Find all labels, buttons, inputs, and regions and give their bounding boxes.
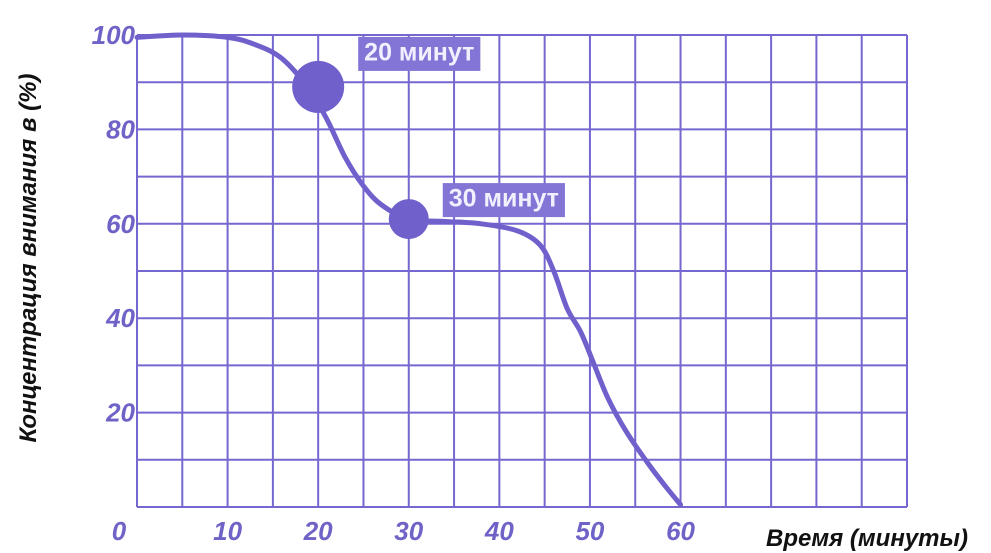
x-tick-label: 40 (484, 516, 514, 546)
y-axis-label: Концентрация внимания в (%) (15, 74, 42, 443)
x-tick-label: 60 (666, 516, 695, 546)
annotation-box (358, 36, 481, 71)
x-tick-label: 0 (112, 516, 127, 546)
annotation-text: 30 минут (449, 185, 559, 213)
y-tick-label: 60 (106, 209, 135, 239)
x-tick-label: 10 (213, 516, 242, 546)
y-tick-label: 40 (105, 303, 135, 333)
annotation-box (442, 183, 565, 218)
marker-layer: 20 минут 30 минут (292, 36, 565, 240)
data-point-marker (292, 60, 345, 113)
y-tick-label: 80 (106, 114, 135, 144)
x-tick-label: 50 (575, 516, 604, 546)
series-layer (134, 32, 684, 508)
tick-labels: 0 10 20 30 40 50 60 20 40 60 80 100 (92, 20, 696, 546)
y-tick-label: 100 (92, 20, 136, 50)
data-point-marker (388, 199, 429, 240)
x-tick-label: 20 (303, 516, 333, 546)
annotation-label: 20 минут (358, 36, 481, 71)
annotation-label: 30 минут (442, 183, 565, 218)
annotation-text: 20 минут (364, 39, 474, 67)
chart-grid (136, 34, 908, 508)
y-tick-label: 20 (105, 398, 135, 428)
x-axis-label: Время (минуты) (766, 525, 968, 552)
x-tick-label: 30 (394, 516, 423, 546)
series-line (134, 32, 684, 508)
